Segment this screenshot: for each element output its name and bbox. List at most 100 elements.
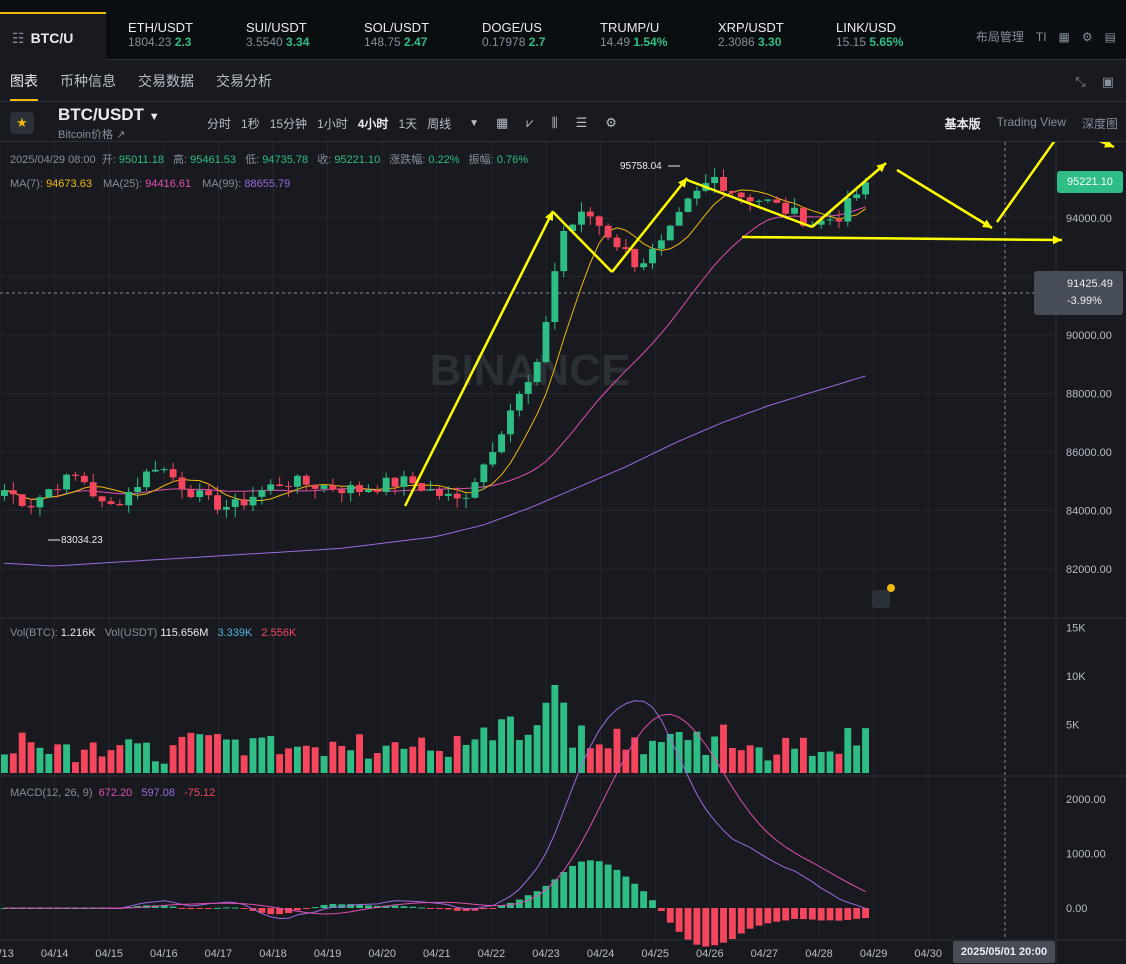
candle-body [595, 216, 603, 226]
interval-1h[interactable]: 1小时 [317, 117, 348, 131]
volume-bar [27, 742, 35, 773]
volume-bar [54, 744, 62, 773]
ticker-trumpu[interactable]: TRUMP/U 14.49 1.54% [600, 20, 700, 50]
note-icon[interactable]: ▤ [1104, 29, 1116, 44]
volume-bar [240, 755, 248, 773]
settings-icon[interactable]: ⚙ [605, 115, 617, 130]
macd-histogram-bar [684, 908, 692, 940]
mode-basic[interactable]: 基本版 [944, 117, 981, 131]
mode-depth[interactable]: 深度图 [1081, 117, 1118, 131]
macd-tick-label: 0.00 [1066, 903, 1087, 915]
ticker-price: 1804.23 [128, 35, 175, 49]
volume-bar [196, 734, 204, 773]
macd-histogram-bar [675, 908, 683, 932]
pair-name[interactable]: BTC/USDT ▼ [58, 105, 160, 124]
macd-histogram-bar [205, 908, 213, 909]
tab-chart[interactable]: 图表 [10, 71, 38, 101]
pair-subtitle[interactable]: Bitcoin价格 ↗ [58, 129, 126, 141]
volume-bar [817, 752, 825, 773]
ma99-line [4, 375, 866, 567]
ohlc-amplitude: 0.76% [496, 154, 528, 166]
ticker-name: ETH/USDT [128, 20, 193, 35]
volume-bar [853, 745, 861, 773]
ticker-value: 15.15 5.65% [836, 35, 936, 50]
ticker-ethusdt[interactable]: ETH/USDT 1804.23 2.3 [128, 20, 228, 50]
candle-body [151, 469, 159, 472]
candle-body [684, 198, 692, 212]
candle-body [116, 503, 124, 506]
interval-4h[interactable]: 4小时 [357, 117, 389, 131]
dropdown-caret-icon[interactable]: ▼ [148, 111, 160, 123]
macd-histogram-bar [196, 908, 204, 909]
text-icon[interactable]: TI [1035, 29, 1047, 44]
ma25-value: 94416.61 [145, 178, 192, 190]
interval-1w[interactable]: 周线 [427, 117, 452, 131]
volume-bar [737, 750, 745, 773]
interval-line[interactable]: 分时 [207, 117, 232, 131]
volume-bar [578, 725, 585, 773]
candle-body [391, 477, 399, 487]
volume-legend: Vol(BTC): 1.216K Vol(USDT) 115.656M 3.33… [10, 627, 297, 639]
volume-bar [178, 736, 186, 773]
candlestick-chart[interactable]: BINANCE 04/1304/1404/1504/1604/1704/1804… [0, 142, 1126, 964]
x-tick-label: 04/30 [914, 948, 942, 960]
ma7-value: 94673.63 [46, 178, 92, 190]
ticker-linkusd[interactable]: LINK/USD 15.15 5.65% [836, 20, 936, 50]
interval-more-icon[interactable]: ▼ [469, 118, 480, 129]
mode-tradingview[interactable]: Trading View [996, 115, 1066, 129]
tab-trading-data[interactable]: 交易数据 [138, 72, 194, 89]
candle-body [45, 489, 53, 498]
interval-1s[interactable]: 1秒 [241, 117, 260, 131]
macd-histogram-bar [302, 908, 310, 909]
candle-body [427, 489, 434, 491]
macd-histogram-bar [453, 908, 461, 911]
layout-icon[interactable]: ▣ [1101, 74, 1114, 89]
tab-trading-analysis[interactable]: 交易分析 [216, 72, 272, 89]
macd-histogram-bar [844, 908, 852, 920]
current-symbol-tab[interactable]: ☷ BTC/U [0, 12, 106, 60]
layout-manage-button[interactable]: 布局管理 [975, 30, 1024, 44]
star-icon[interactable]: ★ [10, 112, 34, 134]
gear-icon[interactable]: ⚙ [1081, 29, 1093, 44]
collapse-icon[interactable]: ⤡ [1075, 74, 1086, 89]
candle-body [675, 211, 683, 226]
drawing-icon[interactable]: ☰ [575, 115, 588, 130]
trend-arrow-1 [403, 210, 555, 507]
volume-bar [622, 749, 630, 773]
x-tick-label: 04/18 [259, 948, 287, 960]
macd-histogram-bar [853, 908, 861, 919]
menu-icon[interactable]: ☷ [12, 30, 25, 46]
ticker-suiusdt[interactable]: SUI/USDT 3.5540 3.34 [246, 20, 346, 50]
grid-icon[interactable]: ▦ [1058, 29, 1070, 44]
interval-1d[interactable]: 1天 [398, 117, 418, 131]
ticker-price: 14.49 [600, 35, 634, 49]
x-tick-label: 04/26 [696, 948, 724, 960]
ticker-price: 3.5540 [246, 35, 287, 49]
macd-histogram-bar [267, 908, 275, 915]
macd-histogram-bar [569, 865, 577, 908]
interval-15m[interactable]: 15分钟 [269, 117, 308, 131]
candle-body [746, 197, 754, 202]
ohlc-low: 94735.78 [262, 154, 309, 166]
ticker-xrpusdt[interactable]: XRP/USDT 2.3086 3.30 [718, 20, 818, 50]
current-price-tag: 95221.10 [1057, 171, 1123, 193]
macd-histogram-bar [533, 891, 541, 908]
macd-histogram-bar [702, 908, 710, 947]
volume-bar [657, 742, 665, 773]
calendar-icon[interactable]: ▦ [496, 115, 509, 130]
candle-body [63, 474, 71, 490]
indicator-icon[interactable]: ⩗ [526, 115, 534, 130]
ticker-solusdt[interactable]: SOL/USDT 148.75 2.47 [364, 20, 464, 50]
macd-histogram-bar [134, 905, 142, 908]
ticker-dogeus[interactable]: DOGE/US 0.17978 2.7 [482, 20, 582, 50]
tab-coin-info[interactable]: 币种信息 [60, 72, 116, 89]
ma25-line [4, 206, 866, 500]
candle-body [285, 486, 292, 488]
macd-histogram-bar [338, 904, 346, 908]
macd-histogram-bar [728, 908, 736, 939]
macd-histogram-bar [808, 908, 816, 920]
volume-bar [267, 736, 275, 773]
volume-bar [666, 733, 674, 773]
macd-dea-line [4, 713, 866, 915]
candle-type-icon[interactable]: ⫼ [551, 115, 558, 130]
